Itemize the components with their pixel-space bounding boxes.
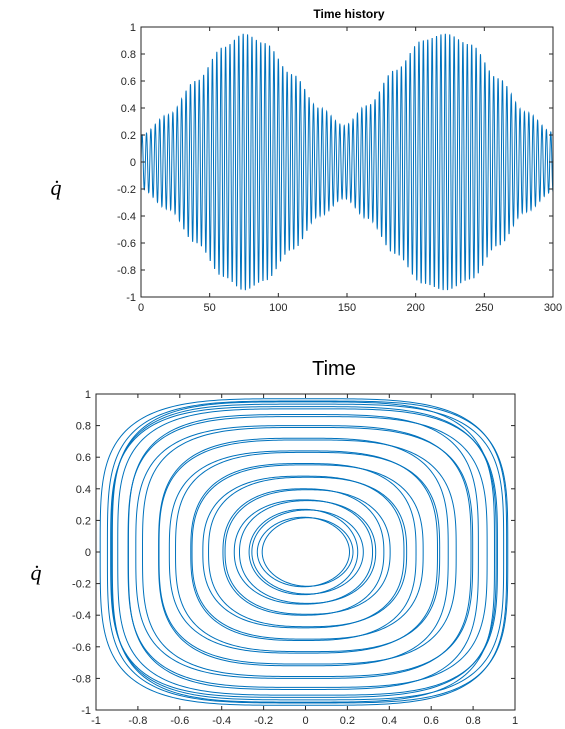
y-tick-label: -0.8 [72, 673, 91, 685]
x-tick-label: 50 [204, 302, 216, 314]
x-tick-label: 250 [475, 302, 493, 314]
y-tick-label: -0.8 [117, 265, 136, 277]
x-tick-label: -0.8 [128, 715, 147, 727]
x-axis-label: Time [312, 358, 356, 380]
x-tick-label: -0.2 [254, 715, 273, 727]
chart-title: Time history [313, 7, 384, 21]
y-tick-label: -1 [126, 292, 136, 304]
y-tick-label: -0.2 [72, 579, 91, 591]
orbit-line [191, 464, 424, 640]
y-tick-label: 0.2 [121, 130, 136, 142]
orbit-line [261, 517, 354, 587]
orbit-line [127, 416, 488, 688]
x-tick-label: 100 [269, 302, 287, 314]
y-tick-label: 0.4 [76, 484, 91, 496]
orbit-line [110, 406, 497, 698]
x-ticks: -1 -0.8 -0.6 -0.4 -0.2 0 0.2 0.4 0.6 0.8 1 [91, 394, 518, 727]
y-axis-label: q̇ [51, 175, 62, 200]
x-tick-label: 0.4 [382, 715, 397, 727]
y-tick-label: 0.2 [76, 515, 91, 527]
x-tick-label: -1 [91, 715, 101, 727]
x-tick-label: 0 [302, 715, 308, 727]
x-ticks: 0 50 100 150 200 250 300 [138, 27, 562, 314]
orbit-line [202, 475, 405, 629]
y-tick-label: 0.4 [121, 103, 136, 115]
orbit-line [117, 408, 498, 696]
orbit-line [208, 476, 408, 628]
y-tick-label: 0 [85, 547, 91, 559]
y-tick-label: -0.6 [72, 642, 91, 654]
x-tick-label: -0.6 [170, 715, 189, 727]
orbit-line [106, 400, 509, 704]
y-tick-label: 0.6 [121, 76, 136, 88]
y-tick-label: 1 [130, 22, 136, 34]
orbit-line [224, 489, 391, 615]
y-axis-label: q̇ [31, 560, 42, 585]
y-tick-label: -0.2 [117, 184, 136, 196]
y-tick-label: -1 [81, 705, 91, 717]
x-tick-label: 200 [406, 302, 424, 314]
x-tick-label: 0 [138, 302, 144, 314]
orbit-line [256, 516, 351, 588]
x-tick-label: 300 [544, 302, 562, 314]
orbit-line [127, 414, 479, 690]
y-tick-label: 1 [85, 389, 91, 401]
orbit-line [222, 488, 385, 616]
x-tick-label: 0.2 [340, 715, 355, 727]
y-ticks: -1 -0.8 -0.6 -0.4 -0.2 0 0.2 0.4 0.6 0.8 1 [72, 389, 515, 717]
y-tick-label: 0.8 [121, 49, 136, 61]
plot-area [140, 33, 554, 291]
orbit-line [248, 508, 359, 596]
orbit-line [135, 425, 472, 679]
orbit-line [175, 451, 441, 653]
y-tick-label: -0.6 [117, 238, 136, 250]
plot-area [99, 398, 509, 706]
y-ticks: -1 -0.8 -0.6 -0.4 -0.2 0 0.2 0.4 0.6 0.8 1 [117, 22, 553, 304]
orbit-line [168, 450, 438, 654]
orbit-line [233, 499, 374, 605]
y-tick-label: -0.4 [117, 211, 136, 223]
series-line [140, 33, 554, 291]
orbit-line [158, 437, 449, 667]
y-tick-label: 0.8 [76, 421, 91, 433]
orbit-line [99, 398, 508, 706]
orbit-line [111, 403, 505, 701]
x-tick-label: -0.4 [212, 715, 231, 727]
orbit-line [251, 509, 364, 595]
y-tick-label: 0.6 [76, 452, 91, 464]
time-history-chart: Time history 0 50 100 150 200 250 300 -1 -0.8 -0… [51, 7, 563, 380]
orbit-line [239, 500, 377, 604]
y-tick-label: -0.4 [72, 610, 91, 622]
phase-portrait-chart: -1 -0.8 -0.6 -0.4 -0.2 0 0.2 0.4 0.6 0.8 1 -1-0.8-… [31, 389, 519, 727]
x-tick-label: 0.6 [424, 715, 439, 727]
y-tick-label: 0 [130, 157, 136, 169]
orbit-line [111, 401, 495, 703]
x-tick-label: 1 [512, 715, 518, 727]
orbit-line [142, 427, 474, 677]
x-tick-label: 150 [338, 302, 356, 314]
x-tick-label: 0.8 [465, 715, 480, 727]
orbit-line [158, 439, 457, 665]
